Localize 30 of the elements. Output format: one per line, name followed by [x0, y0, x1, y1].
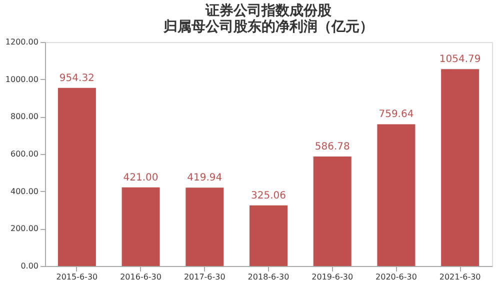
data-label: 759.64: [378, 109, 414, 120]
y-tick-label: 600.00: [10, 150, 38, 158]
bar: [122, 187, 160, 266]
y-tick-label: 400.00: [10, 186, 38, 196]
bar: [186, 188, 224, 266]
text: 归属母公司股东的净利润（亿元）: [164, 19, 374, 35]
bar: [313, 156, 352, 266]
y-tick-label: 1200.00: [5, 38, 38, 46]
y-tick-label: 800.00: [10, 112, 38, 122]
data-label: 954.32: [59, 72, 94, 84]
x-tick-label: 2016-6-30: [120, 272, 162, 282]
y-tick-label: 200.00: [10, 224, 38, 234]
x-tick-label: 2021-6-30: [439, 272, 481, 282]
bar: [441, 69, 480, 266]
data-label: 1054.79: [439, 54, 481, 66]
data-label: 586.78: [314, 141, 350, 152]
text: 证券公司指数成份股: [206, 3, 332, 19]
y-tick-label: 0.00: [20, 262, 38, 270]
x-tick-label: 2020-6-30: [376, 272, 417, 282]
data-label: 419.94: [187, 172, 222, 184]
data-label: 325.06: [251, 190, 286, 202]
x-tick-label: 2018-6-30: [248, 272, 290, 282]
y-tick-label: 1000.00: [5, 74, 38, 84]
data-label: 421.00: [123, 172, 158, 184]
x-tick-label: 2017-6-30: [184, 272, 226, 282]
x-tick-label: 2019-6-30: [312, 272, 354, 282]
bar: [250, 205, 288, 266]
x-tick-label: 2015-6-30: [56, 272, 98, 282]
bar: [377, 124, 416, 266]
bar: [58, 88, 96, 266]
